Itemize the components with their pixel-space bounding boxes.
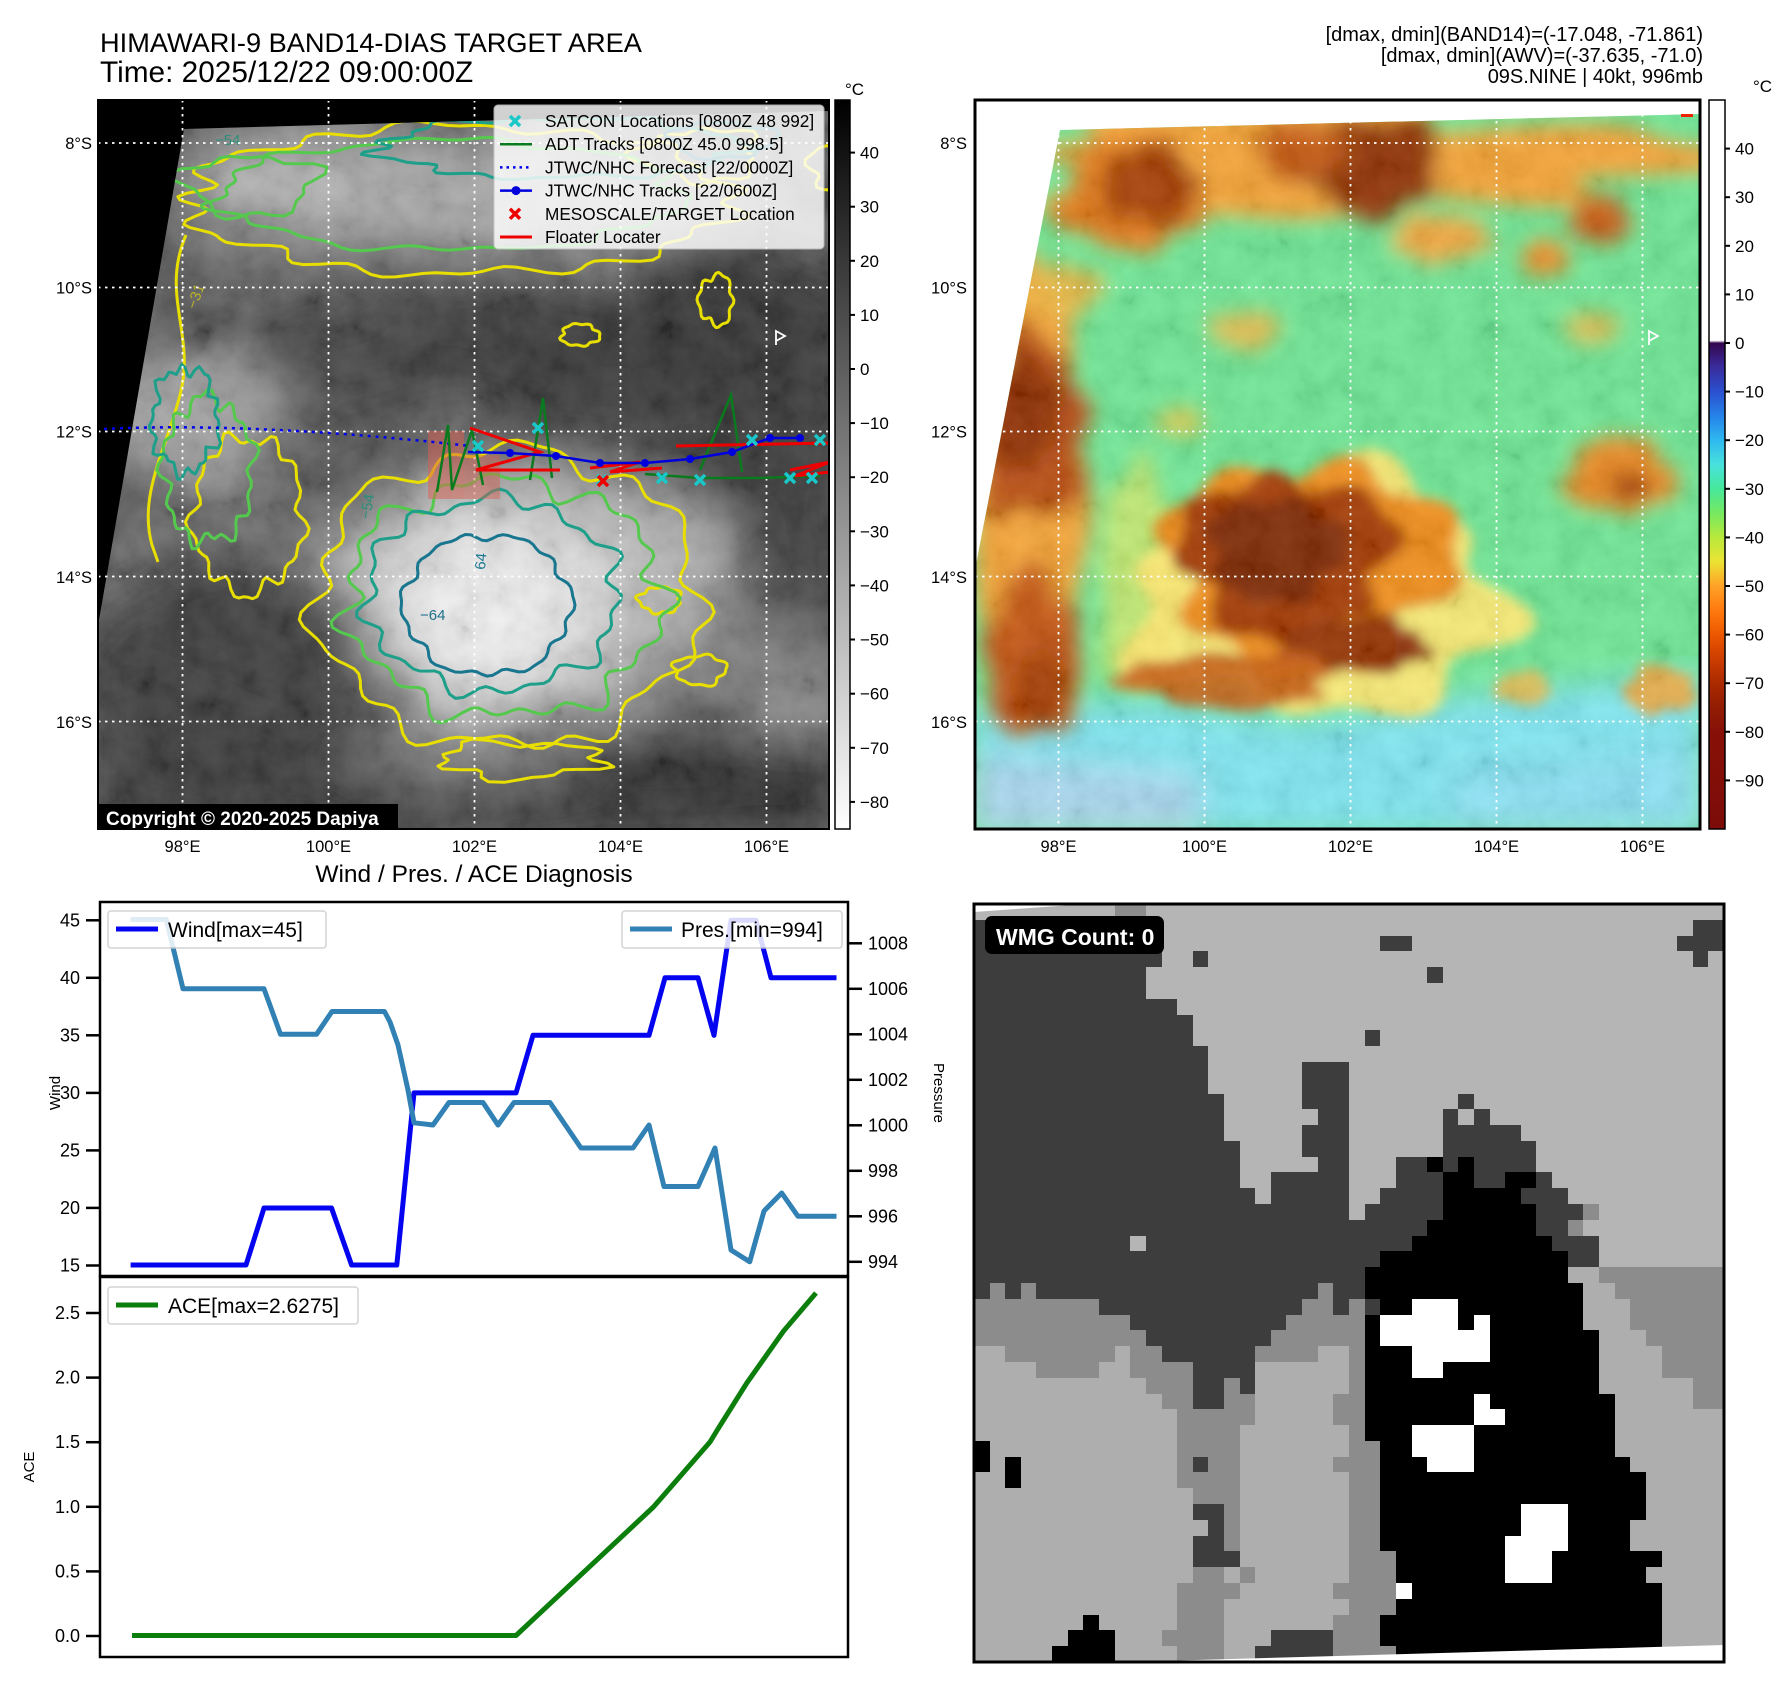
svg-text:−20: −20 [1735, 431, 1764, 450]
svg-text:8°S: 8°S [65, 135, 92, 153]
svg-text:JTWC/NHC Forecast [22/0000Z]: JTWC/NHC Forecast [22/0000Z] [545, 157, 793, 177]
svg-text:[dmax, dmin](BAND14)=(-17.048,: [dmax, dmin](BAND14)=(-17.048, -71.861) [1326, 24, 1703, 46]
svg-text:WMG Count: 0: WMG Count: 0 [996, 924, 1154, 950]
svg-text:1000: 1000 [868, 1115, 908, 1135]
svg-text:104°E: 104°E [1474, 838, 1519, 856]
svg-text:1004: 1004 [868, 1024, 908, 1044]
svg-text:98°E: 98°E [1041, 838, 1077, 856]
svg-text:10°S: 10°S [931, 280, 967, 298]
svg-text:100°E: 100°E [306, 838, 351, 856]
svg-text:Wind[max=45]: Wind[max=45] [168, 919, 303, 942]
svg-text:16°S: 16°S [931, 714, 967, 732]
svg-text:10: 10 [1735, 285, 1754, 304]
svg-text:HIMAWARI-9 BAND14-DIAS TARGET: HIMAWARI-9 BAND14-DIAS TARGET AREA [100, 27, 643, 58]
svg-text:35: 35 [60, 1025, 80, 1045]
svg-text:Wind: Wind [47, 1076, 64, 1110]
svg-text:ACE[max=2.6275]: ACE[max=2.6275] [168, 1295, 339, 1318]
svg-text:994: 994 [868, 1252, 898, 1272]
svg-text:−54: −54 [357, 493, 378, 521]
svg-text:40: 40 [1735, 140, 1754, 159]
svg-text:15: 15 [60, 1256, 80, 1276]
svg-text:12°S: 12°S [56, 424, 92, 442]
svg-text:30: 30 [1735, 188, 1754, 207]
svg-text:14°S: 14°S [931, 569, 967, 587]
svg-text:2.0: 2.0 [55, 1368, 80, 1388]
svg-text:14°S: 14°S [56, 569, 92, 587]
svg-text:−80: −80 [860, 793, 889, 812]
svg-text:−10: −10 [860, 414, 889, 433]
svg-text:106°E: 106°E [1620, 838, 1665, 856]
svg-text:−30: −30 [860, 522, 889, 541]
svg-text:45: 45 [60, 910, 80, 930]
svg-text:[dmax, dmin](AWV)=(-37.635, -7: [dmax, dmin](AWV)=(-37.635, -71.0) [1381, 45, 1703, 67]
svg-text:20: 20 [60, 1198, 80, 1218]
svg-text:−70: −70 [1735, 674, 1764, 693]
svg-text:−20: −20 [860, 468, 889, 487]
svg-text:−60: −60 [860, 685, 889, 704]
svg-text:Wind / Pres. / ACE Diagnosis: Wind / Pres. / ACE Diagnosis [315, 861, 632, 888]
svg-text:25: 25 [60, 1140, 80, 1160]
svg-text:104°E: 104°E [598, 838, 643, 856]
svg-text:MESOSCALE/TARGET Location: MESOSCALE/TARGET Location [545, 204, 795, 224]
svg-text:16°S: 16°S [56, 714, 92, 732]
svg-text:SATCON Locations [0800Z 48 992: SATCON Locations [0800Z 48 992] [545, 111, 814, 131]
svg-text:8°S: 8°S [940, 135, 967, 153]
svg-text:−50: −50 [1735, 577, 1764, 596]
svg-text:−70: −70 [860, 739, 889, 758]
svg-text:JTWC/NHC Tracks [22/0600Z]: JTWC/NHC Tracks [22/0600Z] [545, 181, 777, 201]
svg-text:2.5: 2.5 [55, 1303, 80, 1323]
svg-text:0.5: 0.5 [55, 1561, 80, 1581]
svg-text:102°E: 102°E [452, 838, 497, 856]
svg-text:0.0: 0.0 [55, 1626, 80, 1646]
svg-text:1006: 1006 [868, 979, 908, 999]
svg-text:Time: 2025/12/22 09:00:00Z: Time: 2025/12/22 09:00:00Z [100, 56, 473, 89]
svg-text:40: 40 [860, 144, 879, 163]
svg-text:ACE: ACE [21, 1452, 38, 1483]
svg-text:09S.NINE | 40kt, 996mb: 09S.NINE | 40kt, 996mb [1488, 66, 1703, 88]
svg-text:−54: −54 [215, 132, 240, 149]
svg-text:20: 20 [860, 252, 879, 271]
svg-text:ADT Tracks [0800Z 45.0 998.5]: ADT Tracks [0800Z 45.0 998.5] [545, 134, 784, 154]
svg-text:64: 64 [472, 552, 490, 570]
svg-text:106°E: 106°E [744, 838, 789, 856]
svg-text:20: 20 [1735, 237, 1754, 256]
svg-text:998: 998 [868, 1161, 898, 1181]
svg-text:−40: −40 [860, 576, 889, 595]
svg-text:Pressure: Pressure [930, 1063, 947, 1123]
svg-text:40: 40 [60, 968, 80, 988]
svg-text:−10: −10 [1735, 383, 1764, 402]
svg-text:Pres.[min=994]: Pres.[min=994] [681, 919, 823, 942]
svg-text:0: 0 [1735, 334, 1744, 353]
svg-text:°C: °C [1753, 77, 1772, 96]
svg-text:1002: 1002 [868, 1070, 908, 1090]
svg-text:30: 30 [860, 198, 879, 217]
svg-text:12°S: 12°S [931, 424, 967, 442]
svg-text:102°E: 102°E [1328, 838, 1373, 856]
svg-text:−30: −30 [1735, 480, 1764, 499]
svg-text:−50: −50 [860, 631, 889, 650]
svg-text:1.5: 1.5 [55, 1432, 80, 1452]
svg-text:−64: −64 [420, 607, 445, 624]
svg-text:1.0: 1.0 [55, 1497, 80, 1517]
svg-text:Copyright © 2020-2025 Dapiya: Copyright © 2020-2025 Dapiya [106, 809, 379, 830]
svg-text:−90: −90 [1735, 771, 1764, 790]
svg-text:°C: °C [845, 80, 864, 99]
svg-text:98°E: 98°E [165, 838, 201, 856]
svg-text:−40: −40 [1735, 528, 1764, 547]
svg-text:1008: 1008 [868, 933, 908, 953]
svg-text:−80: −80 [1735, 723, 1764, 742]
svg-text:10: 10 [860, 306, 879, 325]
svg-text:996: 996 [868, 1206, 898, 1226]
svg-text:10°S: 10°S [56, 280, 92, 298]
svg-text:30: 30 [60, 1083, 80, 1103]
svg-text:−60: −60 [1735, 626, 1764, 645]
svg-text:Floater Locater: Floater Locater [545, 227, 661, 247]
svg-text:0: 0 [860, 360, 869, 379]
svg-text:100°E: 100°E [1182, 838, 1227, 856]
